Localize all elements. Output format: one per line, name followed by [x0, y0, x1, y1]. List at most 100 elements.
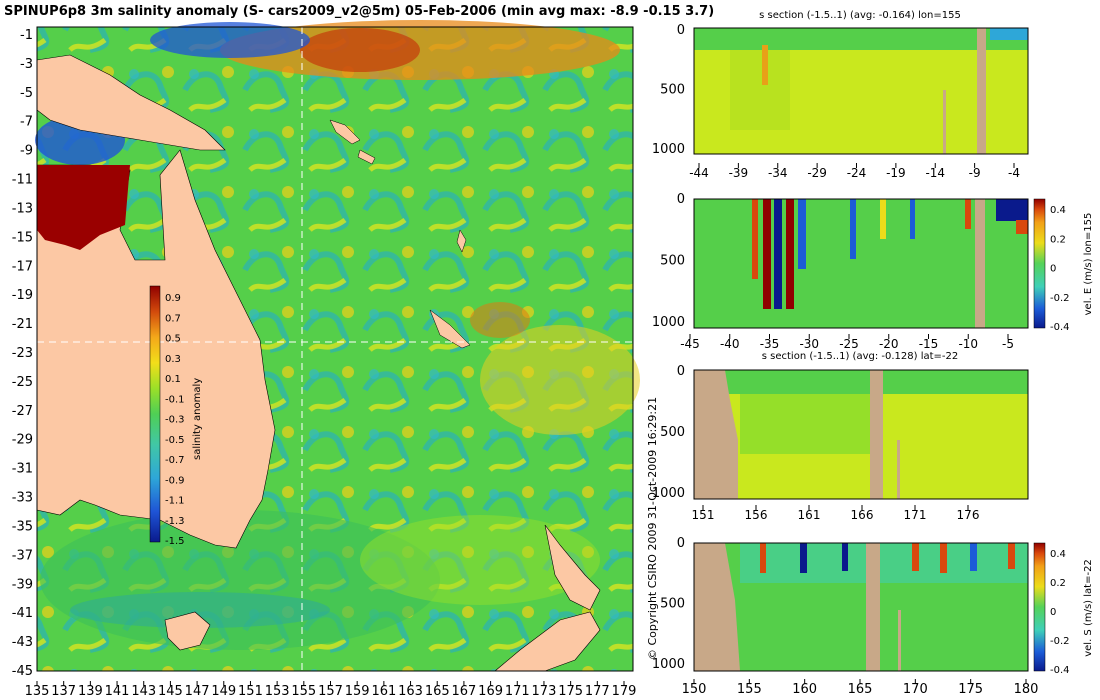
- map-y-tick-label: -7: [20, 115, 33, 130]
- section3-land-mask-3: [897, 440, 900, 499]
- section4-land-mask: [694, 543, 740, 671]
- section2-x-tick-label: -20: [879, 337, 899, 351]
- map-x-axis: 135 137 139 141 143 145 147 149 151 153 155 157 159 1…: [25, 681, 637, 699]
- section2-field: [694, 199, 1028, 328]
- salinity-colorbar-tick-label: 0.3: [165, 354, 181, 365]
- section3-y-tick-label: 1000: [652, 486, 685, 501]
- map-x-tick-label: 173: [532, 684, 557, 699]
- map-y-tick-label: -43: [12, 635, 33, 650]
- section3-land-mask: [694, 370, 738, 499]
- section4-x-axis: 150 155 160 165 170 175 180: [682, 679, 1038, 697]
- map-y-tick-label: -19: [12, 288, 33, 303]
- map-y-tick-label: -9: [20, 144, 33, 159]
- southern-front: [70, 592, 330, 628]
- section4-land-mask-3: [898, 610, 901, 671]
- section1-x-axis: -44 -39 -34 -29 -24 -19 -14 -9 -4: [689, 163, 1020, 180]
- section1-fresh-top: [990, 28, 1028, 40]
- section2-east-jet: [996, 199, 1028, 221]
- section4-jet-4: [912, 543, 919, 571]
- section4-y-tick-label: 1000: [652, 657, 685, 672]
- salinity-colorbar-tick-label: 0.7: [165, 313, 181, 324]
- map-y-tick-label: -29: [12, 433, 33, 448]
- section4-colorbar-label: vel. S (m/s) lat=-22: [1083, 559, 1094, 657]
- section2-x-tick-label: -15: [919, 337, 939, 351]
- map-y-tick-label: -5: [20, 86, 33, 101]
- section2-x-tick-label: -30: [799, 337, 819, 351]
- section2-x-tick-label: -5: [1002, 337, 1014, 351]
- salinity-colorbar-label: salinity anomaly: [192, 378, 203, 460]
- section2-colorbar-tick-label: -0.4: [1050, 322, 1070, 333]
- section4-x-tick-label: 155: [737, 682, 762, 697]
- section2-y-tick-label: 0: [677, 192, 685, 207]
- section1-frame: [693, 27, 1029, 155]
- map-x-tick-label: 153: [265, 684, 290, 699]
- section2-colorbar-tick-label: 0: [1050, 264, 1056, 275]
- map-plot-area: [35, 20, 640, 672]
- section2-x-tick-label: -45: [680, 337, 700, 351]
- salinity-high-core: [300, 28, 420, 72]
- section2-jet-5: [798, 199, 806, 269]
- map-y-tick-label: -35: [12, 519, 33, 534]
- section2-colorbar-tick-label: -0.2: [1050, 293, 1070, 304]
- section4-colorbar-tick-label: -0.2: [1050, 636, 1070, 647]
- salinity-colorbar-gradient: [149, 285, 161, 543]
- map-y-tick-label: -25: [12, 375, 33, 390]
- section1-land-mask: [977, 28, 986, 154]
- salinity-colorbar-tick-label: -1.3: [165, 516, 185, 527]
- section2-y-tick-label: 1000: [652, 315, 685, 330]
- section2-x-tick-label: -35: [760, 337, 780, 351]
- section4-y-axis: 0 500 1000: [652, 536, 685, 672]
- salinity-high-eddy: [470, 302, 530, 338]
- salinity-colorbar-tick-label: -1.1: [165, 496, 185, 507]
- section2-land-mask: [975, 199, 985, 328]
- section3-title: s section (-1.5..1) (avg: -0.128) lat=-2…: [762, 351, 959, 362]
- section1-plot: [693, 27, 1029, 155]
- map-x-tick-label: 179: [612, 684, 637, 699]
- section2-colorbar-label: vel. E (m/s) lon=155: [1083, 213, 1094, 316]
- map-y-tick-label: -31: [12, 462, 33, 477]
- section4-x-tick-label: 170: [903, 682, 928, 697]
- section4-surface-layer: [740, 543, 1028, 583]
- salinity-colorbar-tick-label: -0.5: [165, 435, 185, 446]
- section4-x-tick-label: 160: [792, 682, 817, 697]
- new-caledonia-land: [429, 309, 471, 349]
- map-y-tick-label: -17: [12, 259, 33, 274]
- section4-colorbar-tick-label: 0.2: [1050, 578, 1066, 589]
- section3-plot: [693, 369, 1029, 500]
- map-x-tick-label: 141: [105, 684, 130, 699]
- salinity-colorbar-tick-label: -0.1: [165, 394, 185, 405]
- section1-x-tick-label: -4: [1008, 166, 1020, 180]
- section3-x-tick-label: 161: [798, 508, 821, 522]
- map-y-tick-label: -41: [12, 606, 33, 621]
- map-title: SPINUP6p8 3m salinity anomaly (S- cars20…: [4, 4, 714, 19]
- map-x-tick-label: 177: [585, 684, 610, 699]
- section4-jet-1: [760, 543, 766, 573]
- salinity-low-patch: [150, 22, 310, 58]
- map-y-axis: -1 -3 -5 -7 -9 -11 -13 -15 -17 -19 -21 -23 -25 -27 -29…: [12, 28, 33, 679]
- section2-jet-8: [910, 199, 915, 239]
- salinity-high-east: [480, 325, 640, 435]
- map-y-tick-label: -45: [12, 664, 33, 679]
- copyright-notice: © Copyright CSIRO 2009 31-Oct-2009 16:29…: [646, 396, 659, 660]
- section1-x-tick-label: -29: [807, 166, 827, 180]
- solomon-islands: [329, 119, 376, 165]
- section4-colorbar-tick-label: 0: [1050, 607, 1056, 618]
- section2-colorbar-gradient: [1033, 198, 1046, 329]
- section1-surface-layer: [694, 28, 1028, 50]
- cape-york-salty: [37, 165, 130, 250]
- section2-jet-6: [850, 199, 856, 259]
- salinity-colorbar-tick-label: -1.5: [165, 536, 185, 547]
- section4-x-tick-label: 165: [848, 682, 873, 697]
- section2-jet-9: [965, 199, 971, 229]
- salinity-colorbar-tick-label: 0.5: [165, 334, 181, 345]
- section3-frame: [693, 369, 1029, 500]
- section1-x-tick-label: -34: [768, 166, 788, 180]
- section2-jet-1: [752, 199, 758, 279]
- section3-x-tick-label: 176: [957, 508, 980, 522]
- map-x-tick-label: 143: [131, 684, 156, 699]
- map-y-tick-label: -33: [12, 491, 33, 506]
- section1-x-tick-label: -19: [886, 166, 906, 180]
- vanuatu-islands: [456, 229, 467, 253]
- section4-jet-6: [970, 543, 977, 571]
